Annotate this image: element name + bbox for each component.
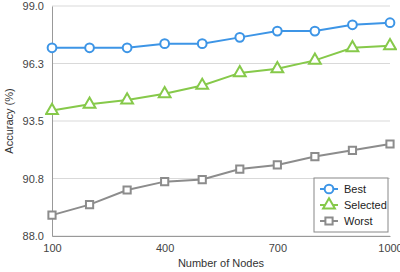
y-axis-title: Accuracy (%)	[3, 88, 15, 153]
marker	[46, 104, 58, 114]
y-tick: 96.3	[23, 58, 52, 70]
legend-box	[314, 178, 388, 232]
x-tick: 1000	[378, 236, 400, 254]
y-tick-label: 93.5	[23, 115, 44, 127]
marker	[234, 66, 246, 76]
marker	[159, 87, 171, 97]
marker	[274, 161, 281, 168]
grid-line	[52, 6, 390, 7]
marker	[198, 39, 207, 48]
marker	[386, 18, 395, 27]
marker	[48, 43, 57, 52]
marker	[123, 43, 132, 52]
legend-label: Selected	[344, 199, 387, 211]
legend-marker	[325, 217, 332, 224]
x-tick-label: 100	[43, 242, 61, 254]
grid	[52, 6, 390, 236]
series-line	[52, 23, 390, 48]
y-tick: 90.8	[23, 173, 52, 185]
marker	[84, 97, 96, 107]
marker	[347, 41, 359, 51]
marker	[236, 165, 243, 172]
marker	[348, 20, 357, 29]
grid-line	[52, 121, 390, 122]
legend-label: Best	[344, 183, 366, 195]
x-axis: 100 400 700 1000	[43, 236, 400, 254]
marker	[48, 211, 55, 218]
x-tick-label: 700	[269, 242, 287, 254]
marker	[161, 178, 168, 185]
x-tick-label: 400	[156, 242, 174, 254]
chart: 88.0 90.8 93.5 96.3 99.0 100 400 700 1000 Best Sel…	[0, 0, 400, 272]
marker	[85, 43, 94, 52]
x-tick: 700	[269, 236, 287, 254]
marker	[311, 153, 318, 160]
y-axis-line	[52, 7, 53, 237]
x-tick-label: 1000	[378, 242, 400, 254]
marker	[271, 62, 283, 72]
legend-marker	[323, 198, 335, 208]
y-tick-label: 90.8	[23, 173, 44, 185]
marker	[124, 186, 131, 193]
legend: Best Selected Worst	[314, 178, 388, 232]
x-tick: 100	[43, 236, 61, 254]
legend-label: Worst	[344, 215, 373, 227]
y-tick-label: 96.3	[23, 58, 44, 70]
marker	[121, 93, 133, 103]
y-tick-label: 88.0	[23, 230, 44, 242]
y-tick: 88.0	[23, 230, 52, 242]
y-tick-label: 99.0	[23, 0, 44, 12]
x-axis-title: Number of Nodes	[178, 257, 265, 269]
marker	[86, 201, 93, 208]
marker	[196, 79, 208, 89]
marker	[235, 33, 244, 42]
marker	[199, 176, 206, 183]
plot-area: 88.0 90.8 93.5 96.3 99.0 100 400 700 1000 Best Sel…	[23, 0, 400, 254]
x-axis-line	[53, 236, 391, 237]
y-tick: 93.5	[23, 115, 52, 127]
y-tick: 99.0	[23, 0, 52, 12]
marker	[386, 140, 393, 147]
grid-line	[52, 63, 390, 64]
series-line	[52, 46, 390, 111]
x-tick: 400	[156, 236, 174, 254]
data-layer	[46, 18, 396, 218]
marker	[311, 27, 320, 36]
y-axis: 88.0 90.8 93.5 96.3 99.0	[23, 0, 53, 242]
marker	[349, 147, 356, 154]
grid-line	[52, 236, 390, 237]
marker	[384, 39, 396, 49]
marker	[160, 39, 169, 48]
marker	[273, 27, 282, 36]
marker	[309, 54, 321, 64]
legend-marker	[325, 185, 334, 194]
